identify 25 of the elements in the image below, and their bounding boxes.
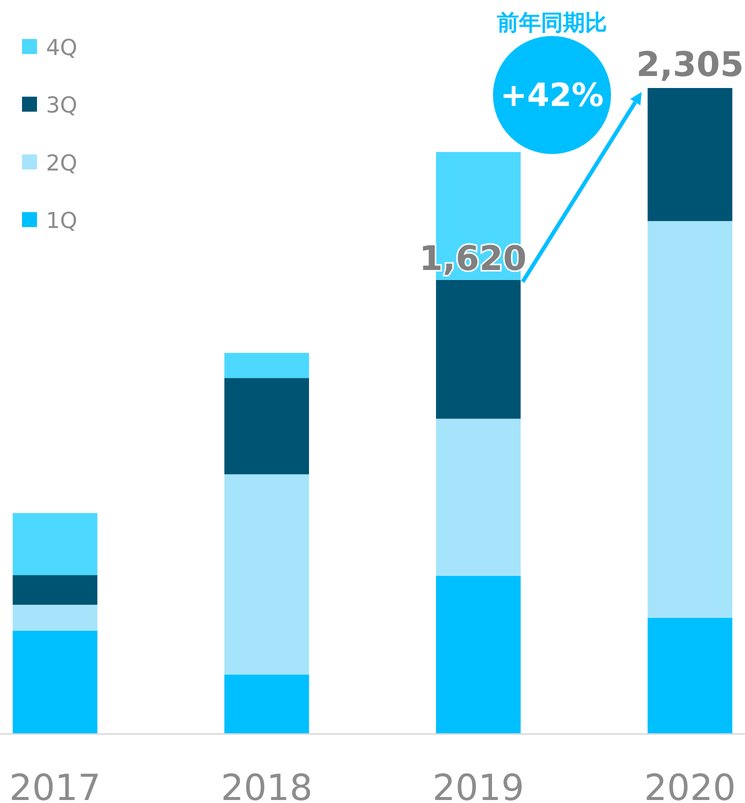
x-tick-label: 2020 <box>644 768 736 803</box>
legend-label: 4Q <box>46 36 78 61</box>
annotation: 2,305 <box>636 45 744 85</box>
bar <box>12 630 98 734</box>
bar <box>648 88 732 222</box>
bar <box>12 575 98 605</box>
bar <box>648 221 732 618</box>
bar <box>224 378 310 474</box>
bar <box>436 418 521 576</box>
bar <box>436 576 521 734</box>
bar <box>224 474 310 675</box>
annotation: +42% <box>500 76 604 114</box>
bar <box>12 604 98 631</box>
x-tick-label: 2018 <box>220 768 312 803</box>
bar <box>224 674 310 734</box>
legend-label: 1Q <box>46 209 78 234</box>
text: 前年同期比 <box>496 11 607 36</box>
legend-label: 2Q <box>46 151 78 176</box>
x-tick-label: 2017 <box>9 768 101 803</box>
bar <box>648 618 732 734</box>
bar <box>436 280 521 419</box>
x-tick-label: 2019 <box>432 768 524 803</box>
bar <box>224 352 310 378</box>
legend-label: 3Q <box>46 94 78 119</box>
bar <box>12 513 98 576</box>
